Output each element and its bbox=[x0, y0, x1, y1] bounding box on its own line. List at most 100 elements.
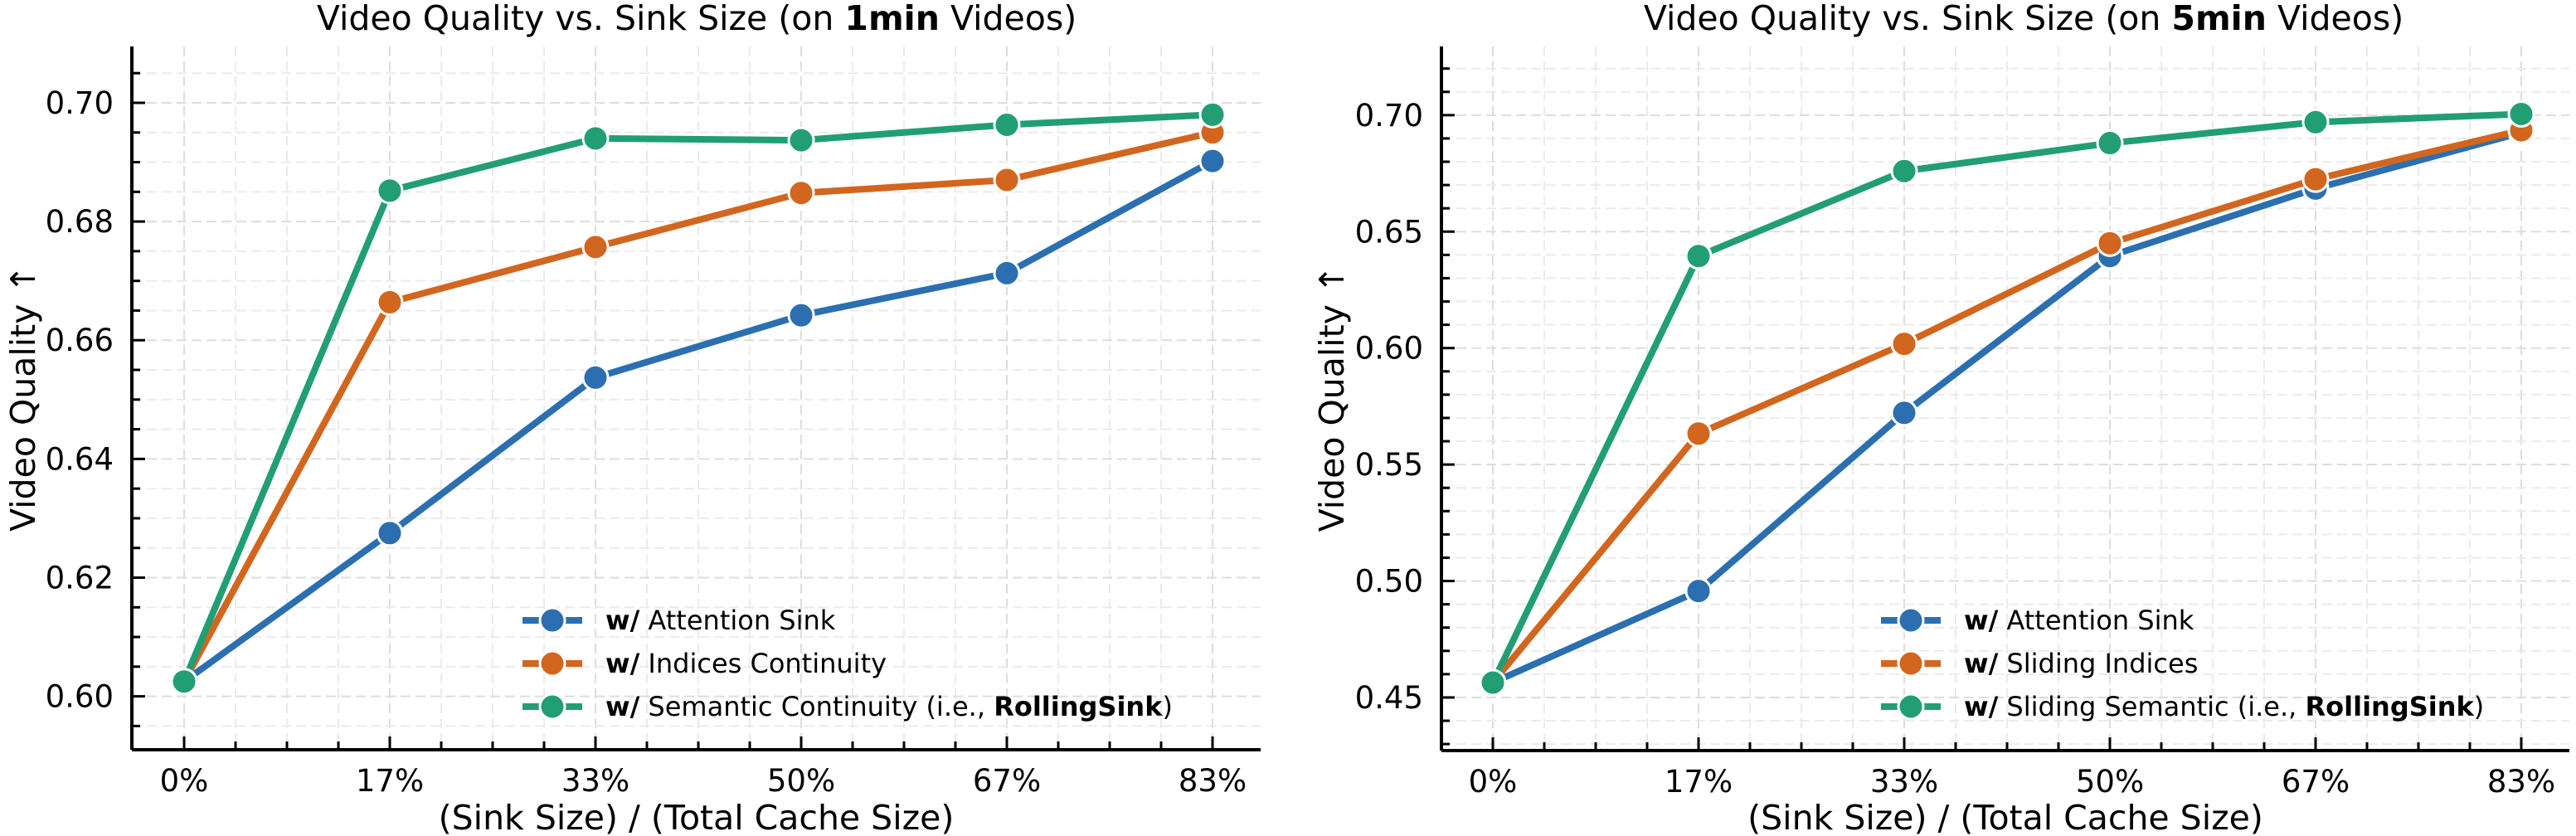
series-3 bbox=[1479, 100, 2535, 697]
data-point bbox=[1479, 668, 1507, 697]
data-point bbox=[2301, 108, 2330, 136]
x-tick-label: 67% bbox=[973, 763, 1041, 799]
y-tick-label: 0.66 bbox=[46, 323, 114, 358]
title-emphasis: 1min bbox=[844, 0, 940, 38]
x-tick-label: 0% bbox=[160, 763, 209, 799]
y-axis-label: Video Quality ↑ bbox=[1312, 265, 1352, 532]
series-line bbox=[1491, 129, 2523, 686]
legend-name: Sliding Semantic (i.e., bbox=[1998, 691, 2305, 722]
y-tick-label: 0.64 bbox=[46, 441, 114, 477]
legend-prefix: w/ bbox=[1964, 605, 1999, 636]
x-tick-label: 50% bbox=[767, 763, 835, 799]
legend-prefix: w/ bbox=[1964, 691, 1999, 722]
y-tick-label: 0.60 bbox=[1355, 331, 1423, 367]
y-tick-label: 0.50 bbox=[1355, 564, 1423, 600]
series-line bbox=[181, 129, 1213, 683]
y-tick-label: 0.45 bbox=[1355, 680, 1423, 716]
x-axis-label: (Sink Size) / (Total Cache Size) bbox=[439, 798, 955, 836]
series-line bbox=[181, 111, 1213, 683]
legend-name: Semantic Continuity (i.e., bbox=[639, 691, 994, 722]
chart-title: Video Quality vs. Sink Size (on 5min Vid… bbox=[1644, 0, 2403, 38]
legend-marker bbox=[1897, 693, 1925, 721]
chart-panel-2: 0% 17% 33% 50% 67% 83% 0.45 0.50 0.55 0.60 0.65 0.7… bbox=[1312, 0, 2569, 836]
data-point bbox=[2301, 165, 2330, 193]
data-point bbox=[1890, 157, 1918, 185]
series-3 bbox=[170, 100, 1227, 696]
data-point bbox=[1684, 577, 1713, 605]
legend-prefix: w/ bbox=[1964, 648, 1999, 679]
legend-label: w/ Indices Continuity bbox=[605, 648, 887, 679]
x-tick-label: 50% bbox=[2076, 764, 2144, 800]
x-tick-label: 33% bbox=[561, 763, 629, 799]
data-point bbox=[993, 110, 1021, 139]
x-tick-label: 83% bbox=[2487, 764, 2555, 800]
y-tick-label: 0.68 bbox=[46, 204, 114, 240]
y-tick-label: 0.70 bbox=[46, 85, 114, 121]
y-tick-label: 0.55 bbox=[1355, 447, 1423, 483]
title-emphasis: 5min bbox=[2171, 0, 2267, 38]
chart-panel-1: 0% 17% 33% 50% 67% 83% 0.60 0.62 0.64 0.66 0.68 0.7… bbox=[3, 0, 1261, 836]
data-point bbox=[1890, 330, 1918, 358]
y-tick-label: 0.62 bbox=[46, 560, 114, 595]
legend-method-name: RollingSink bbox=[994, 691, 1163, 722]
data-point bbox=[170, 668, 198, 696]
x-tick-label: 67% bbox=[2282, 764, 2350, 800]
legend-prefix: w/ bbox=[605, 605, 640, 636]
data-point bbox=[376, 177, 404, 205]
legend-item: w/ Semantic Continuity (i.e., RollingSin… bbox=[522, 691, 1173, 722]
x-tick-label: 17% bbox=[356, 763, 424, 799]
legend-item: w/ Sliding Semantic (i.e., RollingSink) bbox=[1881, 691, 2484, 722]
series-line bbox=[182, 158, 1214, 684]
data-point bbox=[1684, 242, 1713, 270]
legend-marker bbox=[538, 606, 566, 634]
grid bbox=[1441, 46, 2569, 751]
legend-item: w/ Sliding Indices bbox=[1881, 648, 2198, 679]
legend-marker bbox=[1897, 606, 1925, 634]
title-part: Videos) bbox=[940, 0, 1077, 38]
legend-label: w/ Sliding Semantic (i.e., RollingSink) bbox=[1964, 691, 2484, 722]
y-tick-label: 0.70 bbox=[1355, 98, 1423, 134]
legend-name: Attention Sink bbox=[1998, 605, 2194, 636]
data-point bbox=[1890, 399, 1918, 427]
legend-item: w/ Indices Continuity bbox=[522, 648, 887, 679]
y-axis-label: Video Quality ↑ bbox=[3, 265, 43, 532]
legend-label: w/ Sliding Indices bbox=[1964, 648, 2198, 679]
data-point bbox=[376, 519, 404, 547]
x-axis-label: (Sink Size) / (Total Cache Size) bbox=[1747, 798, 2263, 836]
legend-label: w/ Attention Sink bbox=[1964, 605, 2194, 636]
legend-suffix: ) bbox=[2474, 691, 2484, 722]
data-point bbox=[993, 166, 1021, 194]
data-point bbox=[787, 179, 815, 207]
legend-label: w/ Attention Sink bbox=[605, 605, 836, 636]
data-point bbox=[787, 301, 815, 329]
legend-name: Sliding Indices bbox=[1998, 648, 2198, 679]
grid bbox=[132, 46, 1261, 750]
series-line bbox=[1490, 127, 2522, 685]
legend-marker bbox=[538, 693, 566, 721]
y-tick-label: 0.60 bbox=[46, 679, 114, 715]
data-point bbox=[2096, 229, 2124, 257]
data-point bbox=[993, 259, 1021, 287]
legend-prefix: w/ bbox=[605, 691, 640, 722]
title-part: Videos) bbox=[2267, 0, 2403, 38]
chart-title: Video Quality vs. Sink Size (on 1min Vid… bbox=[317, 0, 1077, 38]
legend-marker bbox=[538, 649, 566, 678]
legend-prefix: w/ bbox=[605, 648, 640, 679]
x-tick-label: 33% bbox=[1870, 764, 1938, 800]
data-point bbox=[1684, 420, 1713, 448]
data-point bbox=[581, 124, 610, 153]
data-point bbox=[1198, 100, 1227, 129]
legend-item: w/ Attention Sink bbox=[1881, 605, 2194, 636]
data-point bbox=[581, 233, 610, 261]
data-point bbox=[787, 126, 815, 154]
x-tick-label: 0% bbox=[1469, 764, 1518, 800]
legend-label: w/ Semantic Continuity (i.e., RollingSin… bbox=[605, 691, 1173, 722]
legend-method-name: RollingSink bbox=[2306, 691, 2475, 722]
legend-suffix: ) bbox=[1162, 691, 1172, 722]
data-point bbox=[581, 363, 610, 391]
data-point bbox=[376, 288, 404, 316]
title-part: Video Quality vs. Sink Size (on bbox=[1644, 0, 2172, 38]
data-point bbox=[2096, 129, 2124, 158]
